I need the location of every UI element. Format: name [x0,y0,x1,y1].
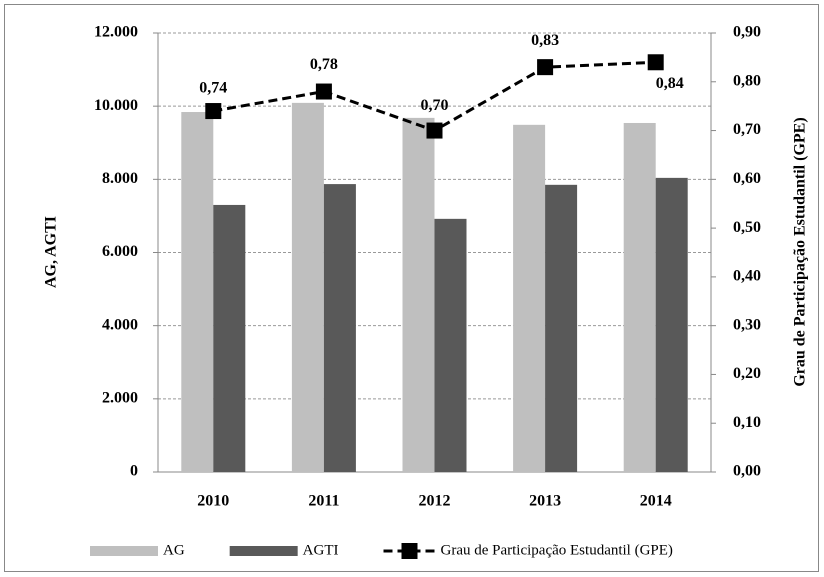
x-tick-label: 2010 [197,493,229,510]
line-marker [315,83,332,100]
x-tick-label: 2012 [419,493,451,510]
y-tick-label: 4.000 [102,316,138,333]
y2-tick-label: 0,90 [733,24,761,41]
y2-tick-label: 0,60 [733,170,761,187]
y2-axis-title: Grau de Participação Estudantil (GPE) [792,117,809,386]
x-tick-label: 2013 [529,493,561,510]
y2-tick-label: 0,50 [733,219,761,236]
bar [623,122,656,473]
y-tick-label: 6.000 [102,243,138,260]
y-tick-label: 0 [130,463,138,480]
bar [402,117,435,472]
y2-tick-label: 0,20 [733,365,761,382]
data-label: 0,78 [310,56,338,73]
y2-tick-label: 0,40 [733,268,761,285]
line-marker [205,103,222,120]
y-axis-title: AG, AGTI [43,216,60,288]
data-label: 0,70 [421,97,449,114]
legend-label: AGTI [303,542,339,558]
y2-tick-label: 0,00 [733,463,761,480]
bar [655,177,688,472]
bar [513,124,546,473]
x-tick-label: 2014 [640,493,672,510]
y-tick-label: 2.000 [102,390,138,407]
legend-swatch [90,546,158,556]
y-tick-label: 8.000 [102,170,138,187]
bar [213,204,246,473]
bar [545,184,578,472]
y-tick-label: 12.000 [94,24,138,41]
legend-label: Grau de Participação Estudantil (GPE) [441,542,673,558]
y2-tick-label: 0,10 [733,414,761,431]
line-marker [426,122,443,139]
data-label: 0,74 [199,80,227,97]
bar [181,112,214,473]
y2-tick-label: 0,30 [733,316,761,333]
y-tick-label: 10.000 [94,97,138,114]
data-label: 0,84 [656,75,684,92]
y2-tick-label: 0,80 [733,72,761,89]
legend-marker [401,543,418,559]
y2-tick-label: 0,70 [733,121,761,138]
legend-swatch [229,546,298,556]
legend-label: AG [163,542,185,558]
line-marker [537,59,554,76]
x-tick-label: 2011 [308,493,339,510]
data-label: 0,83 [531,32,559,49]
bar [291,102,324,472]
bar [434,218,467,472]
line-marker [647,54,664,71]
bar [323,184,356,472]
